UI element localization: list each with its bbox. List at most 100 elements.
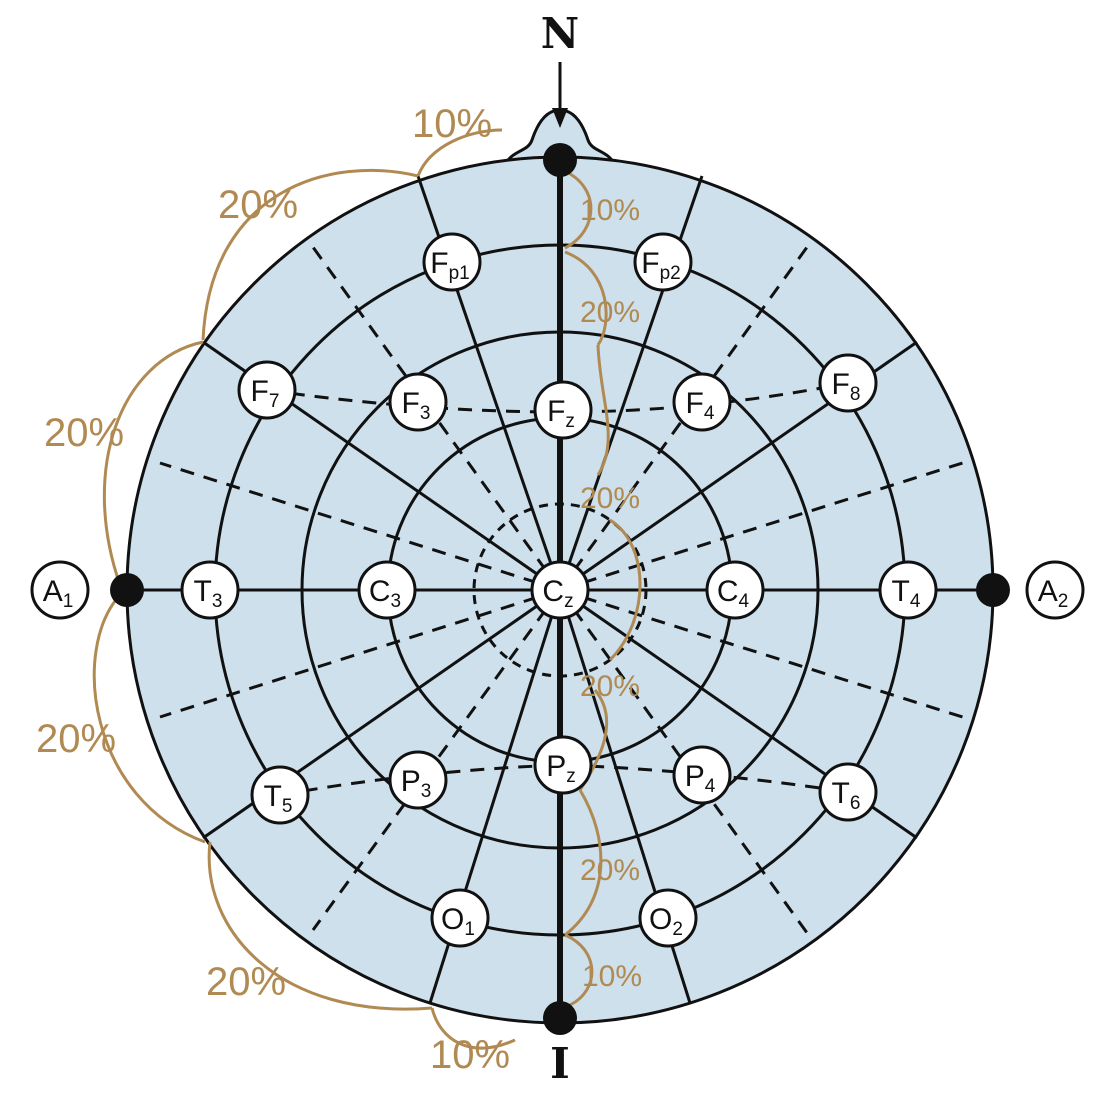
electrode-pz-main: P [546,750,566,783]
electrode-pz-label: Pz [546,750,576,787]
electrode-fp2: Fp2 [633,232,693,292]
electrode-cz-sub: z [564,591,574,612]
electrode-fz: Fz [533,380,593,440]
electrode-c4-label: C4 [717,575,750,612]
electrode-fp2-circle [633,232,693,292]
electrode-f3-main: F [402,387,420,420]
electrode-o1: O1 [430,888,490,948]
electrode-f7-circle [237,360,297,420]
electrode-f4-main: F [686,387,704,420]
inion-label: I [550,1039,570,1088]
electrode-f3-circle [388,372,448,432]
electrode-f7-sub: 7 [269,391,280,412]
electrode-fp1-sub: p1 [449,263,470,284]
electrode-o2-main: O [649,903,672,936]
electrode-p4-circle [672,745,732,805]
electrode-c3: C3 [357,560,417,620]
electrode-f8-circle [818,353,878,413]
electrode-t3-label: T3 [194,575,223,612]
dashed-spokes [159,242,973,938]
electrode-f8-label: F8 [832,368,861,405]
pct-mid-4: 20% [580,670,640,703]
electrode-p3: P3 [388,750,448,810]
electrode-o2-label: O2 [649,903,683,940]
nasion-dot [543,143,577,177]
electrode-c3-sub: 3 [391,591,402,612]
electrode-a1-sub: 1 [63,591,74,612]
electrode-t6-main: T [832,777,850,810]
electrode-o1-sub: 1 [464,919,475,940]
electrode-t4-main: T [892,575,910,608]
pct-left-6: 10% [430,1033,510,1077]
electrode-o1-main: O [441,903,464,936]
electrode-t5-sub: 5 [282,796,293,817]
electrode-a1-label: A1 [43,575,74,612]
electrode-fp2-main: F [641,247,659,280]
electrode-o1-label: O1 [441,903,475,940]
electrode-fz-circle [533,380,593,440]
electrode-t4-circle [878,560,938,620]
electrode-f4: F4 [672,372,732,432]
electrode-t5-main: T [264,780,282,813]
electrode-t6-circle [818,762,878,822]
electrode-fp1-main: F [430,247,448,280]
electrode-o2-sub: 2 [672,919,683,940]
electrode-pz-sub: z [566,766,576,787]
electrode-fz-label: Fz [547,395,575,432]
pct-mid-6: 10% [582,960,642,993]
electrode-c3-label: C3 [369,575,401,612]
electrode-t4-label: T4 [892,575,921,612]
electrode-f4-circle [672,372,732,432]
electrode-c4-main: C [717,575,739,608]
electrode-cz: Cz [530,560,590,620]
electrode-p4-label: P4 [685,760,716,797]
electrode-o2-circle [638,888,698,948]
electrode-t4: T4 [878,560,938,620]
electrode-a1-circle [30,560,90,620]
pct-mid-1: 10% [580,194,640,227]
electrode-fp1-label: Fp1 [430,247,469,284]
right-preauricular-dot [976,573,1010,607]
electrode-fp1: Fp1 [422,232,482,292]
electrode-a2-label: A2 [1038,575,1069,612]
electrode-fp2-sub: p2 [660,263,681,284]
midline-brackets [561,168,642,1007]
electrode-t3-main: T [194,575,212,608]
electrode-p4-sub: 4 [705,776,716,797]
electrode-f4-sub: 4 [704,403,715,424]
electrode-c3-circle [357,560,417,620]
electrode-p3-sub: 3 [421,781,432,802]
electrode-f7: F7 [237,360,297,420]
electrode-f8: F8 [818,353,878,413]
electrode-c4-circle [705,560,765,620]
left-brackets [92,128,516,1050]
left-preauricular-dot [110,573,144,607]
electrode-c3-main: C [369,575,391,608]
electrode-p3-circle [388,750,448,810]
electrode-cz-main: C [542,575,564,608]
electrode-fp2-label: Fp2 [641,247,680,284]
electrode-fz-sub: z [565,411,575,432]
electrode-cz-label: Cz [542,575,573,612]
electrode-t5-label: T5 [264,780,293,817]
electrode-a2-sub: 2 [1058,591,1069,612]
inion-dot [543,1001,577,1035]
electrode-a1: A1 [30,560,90,620]
electrode-a2-circle [1025,560,1085,620]
electrode-fp1-circle [422,232,482,292]
electrode-t3-sub: 3 [212,591,223,612]
pct-left-1: 10% [412,102,492,146]
electrode-pz: Pz [533,735,593,795]
electrode-f3-sub: 3 [420,403,431,424]
electrode-t6-label: T6 [832,777,861,814]
electrode-a1-main: A [43,575,63,608]
nasion-arrowhead [552,108,568,128]
electrode-a2: A2 [1025,560,1085,620]
electrode-t3: T3 [180,560,240,620]
electrode-f3: F3 [388,372,448,432]
electrode-t5: T5 [250,765,310,825]
pct-left-5: 20% [206,960,286,1004]
electrode-f7-main: F [251,375,269,408]
pct-left-2: 20% [218,183,298,227]
